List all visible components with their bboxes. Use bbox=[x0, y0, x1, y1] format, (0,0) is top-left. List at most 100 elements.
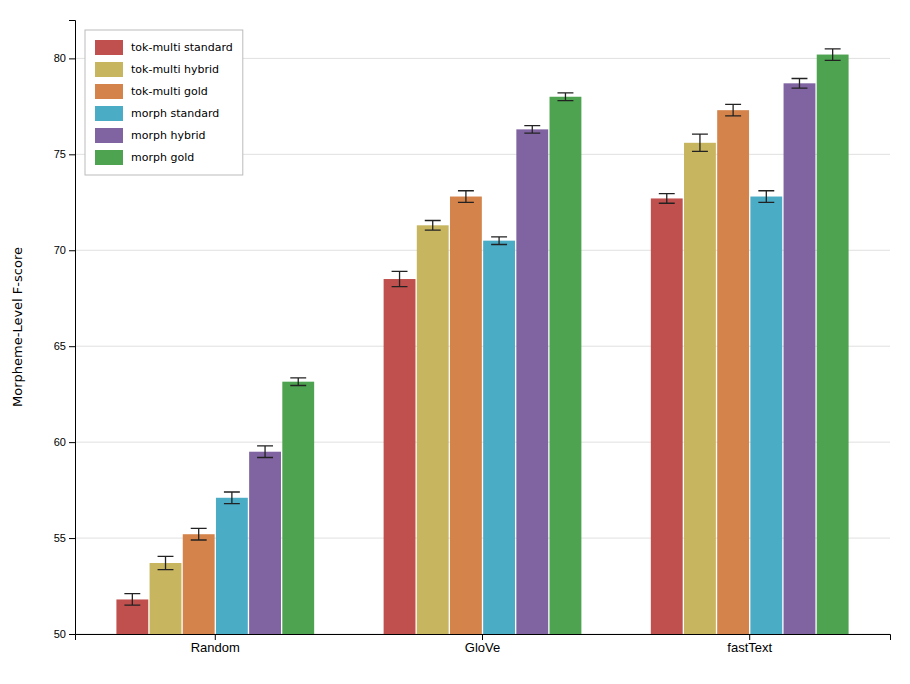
axis-line bbox=[69, 21, 76, 635]
error-bar-line bbox=[725, 104, 741, 116]
tick: fastText bbox=[727, 634, 772, 655]
tick: 75 bbox=[54, 148, 75, 160]
legend-swatch bbox=[95, 40, 123, 55]
legend-entry: tok-multi standard bbox=[95, 40, 233, 55]
error-bar-line bbox=[191, 528, 207, 540]
plot: Random GloVe fastText 50 55 60 65 70 75 80 tok-mul… bbox=[54, 21, 891, 656]
tick-label: 50 bbox=[54, 628, 66, 640]
x-axis: Random GloVe fastText bbox=[76, 634, 891, 655]
legend-frame bbox=[85, 30, 243, 175]
bar bbox=[384, 279, 416, 634]
legend-label: tok-multi standard bbox=[131, 41, 233, 54]
error-bar bbox=[725, 104, 741, 116]
error-bar-line bbox=[557, 93, 573, 101]
error-bar-line bbox=[758, 191, 774, 203]
legend-label: morph standard bbox=[131, 107, 219, 120]
bar bbox=[249, 452, 281, 634]
series bbox=[183, 104, 749, 634]
error-bar bbox=[257, 446, 273, 458]
bar bbox=[282, 382, 314, 634]
error-bar bbox=[491, 237, 507, 245]
error-bar-line bbox=[124, 594, 140, 606]
bar bbox=[817, 55, 849, 634]
tick-label: 70 bbox=[54, 244, 66, 256]
error-bar bbox=[557, 93, 573, 101]
tick: 60 bbox=[54, 436, 75, 448]
series bbox=[116, 194, 682, 634]
error-bar bbox=[659, 194, 675, 204]
series bbox=[216, 191, 782, 634]
error-bar-line bbox=[692, 134, 708, 151]
bar bbox=[516, 129, 548, 634]
legend-swatch bbox=[95, 150, 123, 165]
error-bar-line bbox=[257, 446, 273, 458]
legend: tok-multi standardtok-multi hybridtok-mu… bbox=[85, 30, 243, 175]
bar bbox=[150, 563, 182, 634]
tick-label: GloVe bbox=[465, 640, 500, 655]
bar bbox=[651, 198, 683, 634]
tick-mark bbox=[69, 538, 75, 539]
bar bbox=[483, 241, 515, 634]
legend-entry: morph standard bbox=[95, 106, 219, 121]
legend-entry: morph hybrid bbox=[95, 128, 205, 143]
tick-mark bbox=[69, 250, 75, 251]
tick-label: fastText bbox=[727, 640, 772, 655]
tick-mark bbox=[69, 442, 75, 443]
tick-mark bbox=[69, 346, 75, 347]
tick-mark bbox=[69, 154, 75, 155]
tick-label: 80 bbox=[54, 52, 66, 64]
legend-entry: tok-multi hybrid bbox=[95, 62, 219, 77]
error-bar-line bbox=[659, 194, 675, 204]
error-bar-line bbox=[158, 556, 174, 569]
error-bar bbox=[158, 556, 174, 569]
error-bar bbox=[124, 594, 140, 606]
error-bar-line bbox=[290, 378, 306, 386]
tick-label: Random bbox=[191, 640, 240, 655]
bar bbox=[717, 110, 749, 634]
bar bbox=[417, 225, 449, 634]
error-bar-line bbox=[425, 221, 441, 231]
tick: GloVe bbox=[465, 634, 500, 655]
error-bar bbox=[458, 191, 474, 203]
bar bbox=[784, 83, 816, 634]
tick-mark bbox=[749, 634, 750, 640]
tick: 55 bbox=[54, 532, 75, 544]
legend-swatch bbox=[95, 84, 123, 99]
bar bbox=[684, 143, 716, 634]
error-bar bbox=[290, 378, 306, 386]
tick-label: 65 bbox=[54, 340, 66, 352]
error-bar bbox=[224, 492, 240, 504]
tick-mark bbox=[69, 58, 75, 59]
tick-label: 75 bbox=[54, 148, 66, 160]
error-bar-line bbox=[224, 492, 240, 504]
legend-label: tok-multi hybrid bbox=[131, 63, 219, 76]
series bbox=[150, 134, 716, 634]
bar bbox=[450, 197, 482, 634]
tick: Random bbox=[191, 634, 240, 655]
tick: 50 bbox=[54, 628, 75, 640]
error-bar bbox=[524, 126, 540, 134]
series bbox=[249, 79, 815, 634]
error-bar-line bbox=[392, 271, 408, 286]
y-axis: 50 55 60 65 70 75 80 bbox=[54, 21, 76, 641]
bar bbox=[750, 197, 782, 634]
tick: 65 bbox=[54, 340, 75, 352]
legend-label: morph gold bbox=[131, 151, 194, 164]
legend-swatch bbox=[95, 128, 123, 143]
axis-title: Morpheme-Level F-score bbox=[10, 247, 25, 407]
tick: 80 bbox=[54, 52, 75, 64]
error-bar-line bbox=[524, 126, 540, 134]
tick-mark bbox=[482, 634, 483, 640]
error-bar-line bbox=[825, 49, 841, 61]
legend-swatch bbox=[95, 106, 123, 121]
legend-entry: morph gold bbox=[95, 150, 194, 165]
chart: Random GloVe fastText 50 55 60 65 70 75 80 tok-mul… bbox=[0, 0, 910, 684]
bar bbox=[550, 97, 582, 634]
axis-line bbox=[76, 635, 891, 641]
tick-mark bbox=[215, 634, 216, 640]
error-bar bbox=[191, 528, 207, 540]
bar bbox=[216, 498, 248, 634]
legend-swatch bbox=[95, 62, 123, 77]
error-bar-line bbox=[491, 237, 507, 245]
tick-mark bbox=[69, 634, 75, 635]
